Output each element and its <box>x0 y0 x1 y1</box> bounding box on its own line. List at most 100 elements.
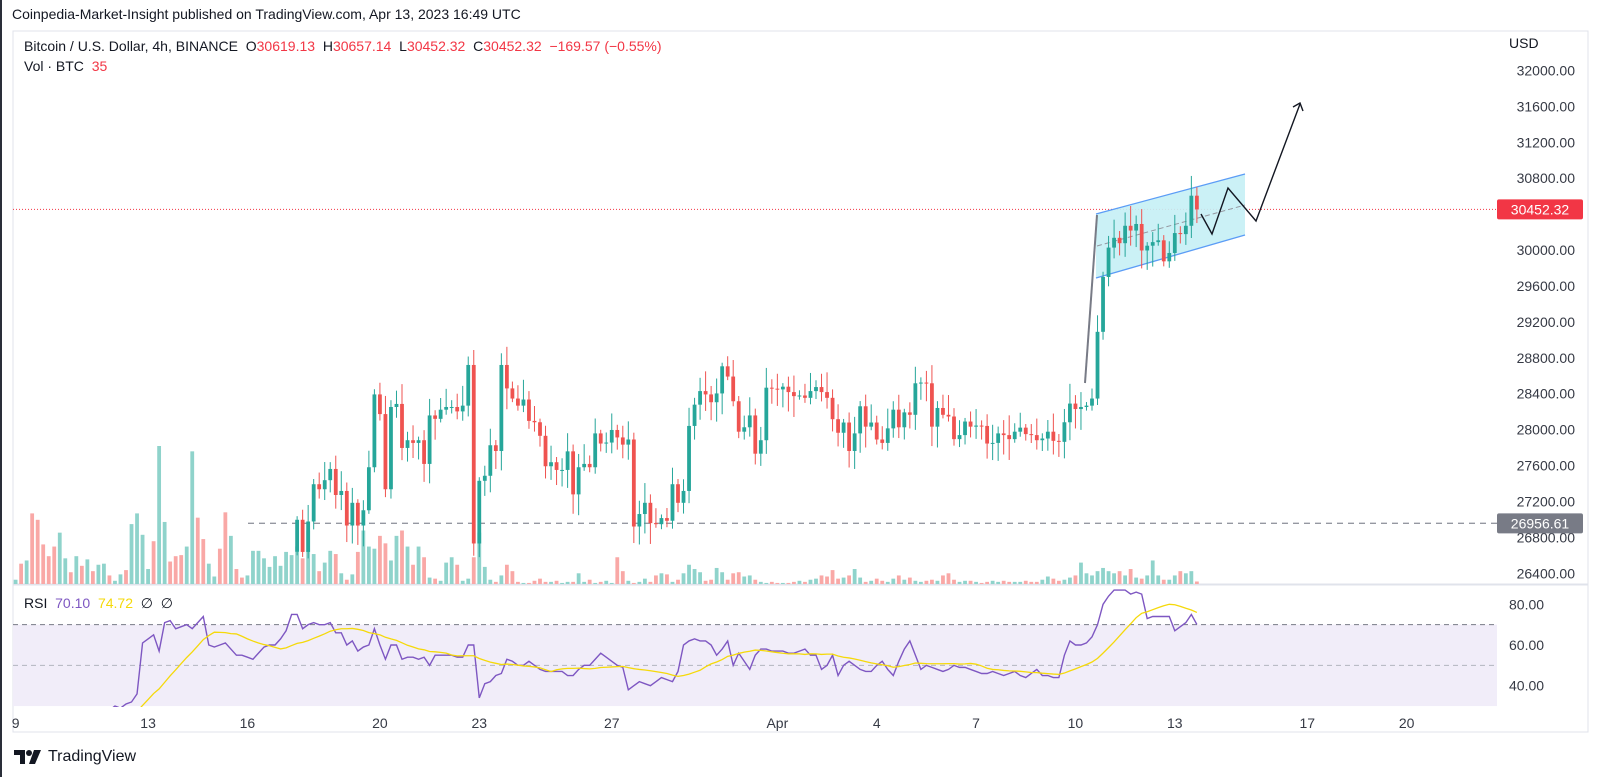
candle <box>885 408 890 451</box>
price-axis-tick-label[interactable]: 29600.00 <box>1517 278 1576 294</box>
price-axis-tick-label[interactable]: 30000.00 <box>1517 242 1576 258</box>
time-axis-tick-label[interactable]: 17 <box>1299 715 1315 731</box>
price-axis-tick-label[interactable]: 26800.00 <box>1517 529 1576 545</box>
price-axis-tick-label[interactable]: 27600.00 <box>1517 458 1576 474</box>
candle-body <box>990 442 995 444</box>
time-axis-tick-label[interactable]: 4 <box>873 715 881 731</box>
rsi-ma-value: 74.72 <box>97 595 133 611</box>
price-axis-tick-label[interactable]: 28800.00 <box>1517 350 1576 366</box>
candle <box>1167 241 1172 268</box>
candle <box>814 380 818 399</box>
candle-body <box>576 467 581 495</box>
time-axis-tick-label[interactable]: 23 <box>471 715 487 731</box>
candle <box>1172 214 1177 261</box>
volume-bar <box>1112 573 1116 584</box>
time-axis-tick-label[interactable]: 10 <box>1068 715 1084 731</box>
candle <box>637 500 642 545</box>
candle-body <box>946 414 951 417</box>
zigzag-projection[interactable] <box>1200 101 1304 236</box>
time-axis-tick-label[interactable]: 20 <box>372 715 388 731</box>
time-axis-tick-label[interactable]: 9 <box>12 715 20 731</box>
candle <box>736 396 741 439</box>
candle <box>1161 235 1166 267</box>
channel-mid-line[interactable] <box>1096 204 1246 247</box>
candle <box>1194 187 1199 224</box>
price-axis-tick-label[interactable]: 26400.00 <box>1517 565 1576 581</box>
candle-body <box>747 415 752 428</box>
channel-upper-line[interactable] <box>1095 173 1246 215</box>
volume-bar <box>228 535 233 584</box>
volume-bar <box>698 572 702 584</box>
candle <box>907 402 912 429</box>
rsi-axis-tick-label[interactable]: 40.00 <box>1509 678 1544 694</box>
symbol-legend[interactable]: Bitcoin / U.S. Dollar, 4h, BINANCE O3061… <box>24 38 662 54</box>
candle-body <box>1012 431 1017 440</box>
volume-bar <box>1172 575 1177 584</box>
rsi-axis-tick-label[interactable]: 80.00 <box>1509 596 1544 612</box>
price-axis-tick-label[interactable]: 30800.00 <box>1517 170 1576 186</box>
rsi-axis-tick-label[interactable]: 60.00 <box>1509 637 1544 653</box>
candle-body <box>985 425 990 444</box>
high-label: H <box>322 38 333 54</box>
volume-bar <box>941 575 945 584</box>
brand-name: TradingView <box>48 748 137 765</box>
volume-bar <box>587 579 592 584</box>
price-axis-tick-label[interactable]: 31600.00 <box>1517 98 1576 114</box>
volume-bar <box>990 580 995 584</box>
volume-bar <box>538 578 542 584</box>
rsi-legend[interactable]: RSI 70.10 74.72 ∅ ∅ <box>24 595 173 612</box>
candle-body <box>885 428 890 443</box>
candle <box>571 444 576 514</box>
time-axis-tick-label[interactable]: Apr <box>766 715 788 731</box>
candle-body <box>709 394 714 403</box>
time-axis-tick-label[interactable]: 13 <box>1167 715 1183 731</box>
volume-bar <box>1062 579 1067 584</box>
price-axis-tick-label[interactable]: 32000.00 <box>1517 62 1576 78</box>
time-axis-tick-label[interactable]: 7 <box>972 715 980 731</box>
volume-bar <box>102 563 106 584</box>
candle <box>383 395 388 498</box>
volume-bar <box>13 579 18 584</box>
candle-body <box>941 407 945 415</box>
flag-pole-line[interactable] <box>1084 214 1098 384</box>
candle <box>361 500 366 547</box>
axes: USD 32000.00 31600.00 31200.00 30800.00 30000… <box>12 35 1583 731</box>
volume-bar <box>35 519 40 584</box>
volume-bar <box>427 577 432 584</box>
candle <box>1145 242 1150 270</box>
footer-brand[interactable]: TradingView <box>14 748 136 766</box>
time-axis-tick-label[interactable]: 20 <box>1399 715 1415 731</box>
candle <box>676 479 680 513</box>
price-axis-tick-label[interactable]: 28400.00 <box>1517 386 1576 402</box>
candle-body <box>1128 225 1133 231</box>
candle <box>1134 215 1139 248</box>
price-axis-tick-label[interactable]: 28000.00 <box>1517 422 1576 438</box>
volume-bar <box>400 530 404 584</box>
candle <box>405 431 410 462</box>
candle <box>538 418 542 447</box>
time-axis-tick-label[interactable]: 27 <box>604 715 620 731</box>
volume-bar <box>118 574 123 584</box>
volume-bar <box>394 535 399 584</box>
candle <box>510 381 515 403</box>
price-axis-tick-label[interactable]: 29200.00 <box>1517 314 1576 330</box>
volume-legend[interactable]: Vol · BTC 35 <box>24 58 107 74</box>
time-axis-tick-label[interactable]: 16 <box>240 715 256 731</box>
volume-bar <box>819 575 824 584</box>
price-axis-tick-label[interactable]: 31200.00 <box>1517 134 1576 150</box>
volume-bar <box>240 577 244 584</box>
candle-body <box>532 420 537 423</box>
candle-body <box>687 425 691 491</box>
time-axis-tick-label[interactable]: 13 <box>140 715 156 731</box>
candle-body <box>974 425 978 427</box>
candle <box>1123 212 1128 257</box>
candle <box>1079 392 1083 430</box>
candle-body <box>681 490 686 503</box>
volume-bar <box>874 578 879 584</box>
candle <box>1090 388 1094 411</box>
volume-bar <box>996 581 1001 584</box>
projection-path[interactable] <box>1200 103 1301 236</box>
candle <box>438 398 443 423</box>
price-axis-tick-label[interactable]: 27200.00 <box>1517 493 1576 509</box>
